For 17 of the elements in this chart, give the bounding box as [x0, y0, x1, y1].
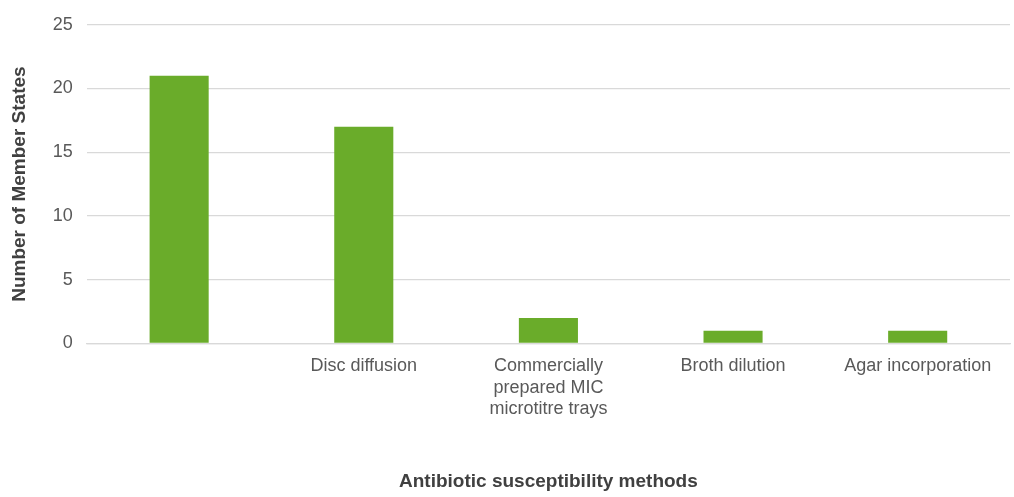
bar — [888, 330, 948, 343]
y-tick-label: 15 — [52, 141, 73, 162]
bar — [334, 126, 394, 343]
x-axis-title: Antibiotic susceptibility methods — [399, 469, 698, 491]
bar — [149, 75, 209, 343]
y-tick-label: 25 — [52, 13, 73, 34]
x-tick-label: Agar incorporation — [844, 355, 992, 376]
bar — [703, 330, 763, 343]
y-tick-label: 10 — [52, 204, 73, 225]
y-tick-label: 0 — [62, 332, 73, 353]
x-tick-label: Disc diffusion — [310, 355, 418, 376]
bar — [518, 317, 578, 343]
y-axis-title: Number of Member States — [7, 66, 29, 302]
x-tick-label: Commercially prepared MIC microtitre trays — [489, 355, 608, 419]
y-tick-label: 5 — [62, 268, 73, 289]
y-tick-label: 20 — [52, 77, 73, 98]
x-tick-label: Broth dilution — [680, 355, 786, 376]
